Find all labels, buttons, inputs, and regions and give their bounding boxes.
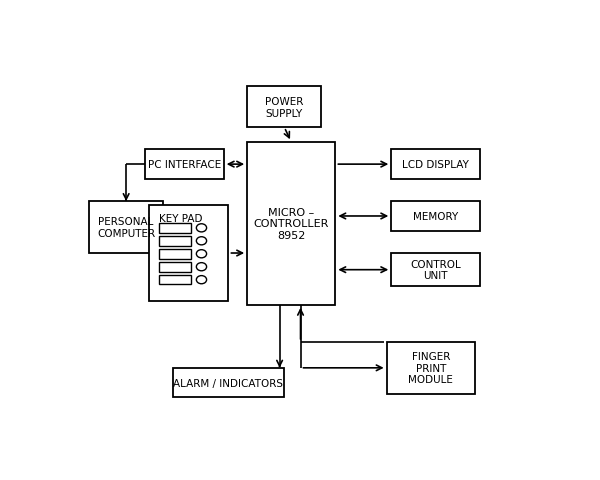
Text: MICRO –
CONTROLLER
8952: MICRO – CONTROLLER 8952 [254, 207, 329, 240]
Text: PC INTERFACE: PC INTERFACE [148, 160, 221, 170]
FancyBboxPatch shape [391, 202, 479, 231]
FancyBboxPatch shape [386, 342, 475, 394]
FancyBboxPatch shape [158, 237, 191, 246]
Text: PERSONAL
COMPUTER: PERSONAL COMPUTER [97, 217, 155, 239]
Text: FINGER
PRINT
MODULE: FINGER PRINT MODULE [408, 351, 453, 384]
FancyBboxPatch shape [158, 263, 191, 272]
FancyBboxPatch shape [89, 202, 163, 253]
Circle shape [196, 276, 206, 284]
Text: CONTROL
UNIT: CONTROL UNIT [410, 259, 461, 281]
FancyBboxPatch shape [145, 150, 224, 180]
FancyBboxPatch shape [158, 224, 191, 233]
Text: POWER
SUPPLY: POWER SUPPLY [265, 96, 304, 118]
Circle shape [196, 237, 206, 245]
Circle shape [196, 250, 206, 258]
FancyBboxPatch shape [247, 143, 335, 305]
FancyBboxPatch shape [158, 250, 191, 259]
Text: LCD DISPLAY: LCD DISPLAY [402, 160, 469, 170]
FancyBboxPatch shape [158, 276, 191, 285]
FancyBboxPatch shape [173, 368, 284, 397]
FancyBboxPatch shape [149, 205, 229, 301]
Text: ALARM / INDICATORS: ALARM / INDICATORS [173, 378, 283, 388]
Circle shape [196, 263, 206, 271]
Text: KEY PAD: KEY PAD [158, 214, 202, 223]
Text: MEMORY: MEMORY [413, 212, 458, 221]
FancyBboxPatch shape [391, 253, 479, 287]
Circle shape [196, 224, 206, 232]
FancyBboxPatch shape [247, 87, 322, 128]
FancyBboxPatch shape [391, 150, 479, 180]
